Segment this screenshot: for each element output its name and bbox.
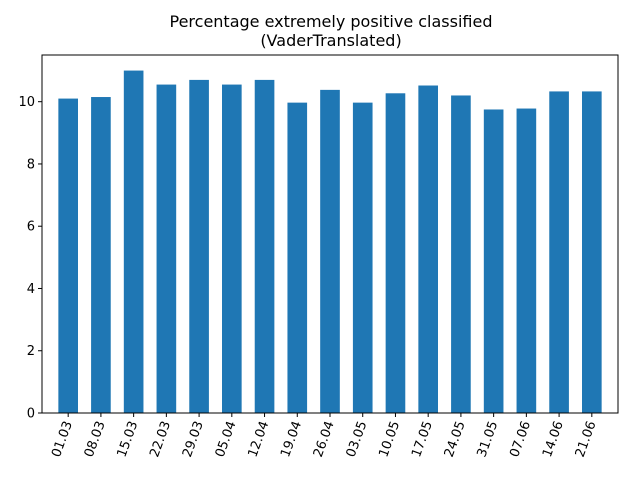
y-tick-label: 8 — [27, 157, 35, 172]
y-tick-label: 6 — [27, 220, 35, 235]
x-tick-label: 21.06 — [573, 419, 600, 459]
bars-layer — [58, 70, 602, 414]
chart-title-line-2: (VaderTranslated) — [260, 31, 401, 50]
chart-title-line-1: Percentage extremely positive classified — [170, 12, 493, 31]
bar-22.03 — [156, 84, 177, 413]
x-tick-label: 24.05 — [442, 419, 469, 459]
x-tick-label: 31.05 — [475, 419, 502, 459]
x-tick-label: 17.05 — [409, 419, 436, 459]
y-tick-label: 10 — [18, 95, 35, 110]
x-tick-label: 03.05 — [344, 419, 371, 459]
x-tick-label: 08.03 — [82, 419, 109, 459]
x-tick-label: 14.06 — [540, 419, 567, 459]
bar-19.04 — [287, 102, 308, 413]
x-tick-label: 07.06 — [507, 419, 534, 459]
bar-24.05 — [451, 95, 471, 413]
bar-14.06 — [549, 91, 569, 414]
x-tick-label: 12.04 — [245, 419, 272, 459]
bar-12.04 — [254, 79, 275, 414]
bar-03.05 — [352, 102, 373, 413]
y-tick-label: 2 — [27, 344, 35, 359]
x-tick-label: 10.05 — [376, 419, 403, 459]
x-tick-label: 29.03 — [180, 419, 207, 459]
x-tick-label: 05.04 — [213, 419, 240, 459]
x-tick-label: 01.03 — [49, 419, 76, 459]
bar-07.06 — [516, 108, 537, 413]
bar-08.03 — [91, 97, 111, 413]
y-tick-label: 0 — [27, 407, 35, 422]
bar-21.06 — [582, 91, 602, 414]
x-tick-label: 15.03 — [115, 419, 142, 459]
x-tick-label: 26.04 — [311, 419, 338, 459]
bar-29.03 — [189, 79, 209, 414]
bar-26.04 — [320, 89, 340, 414]
bar-15.03 — [123, 70, 144, 413]
bar-31.05 — [483, 109, 504, 413]
x-tick-label: 19.04 — [278, 419, 305, 459]
bar-10.05 — [385, 93, 406, 413]
bar-17.05 — [418, 85, 438, 413]
x-tick-label: 22.03 — [147, 419, 174, 459]
bar-05.04 — [222, 84, 242, 413]
bar-01.03 — [58, 98, 78, 413]
y-tick-label: 4 — [27, 282, 35, 297]
